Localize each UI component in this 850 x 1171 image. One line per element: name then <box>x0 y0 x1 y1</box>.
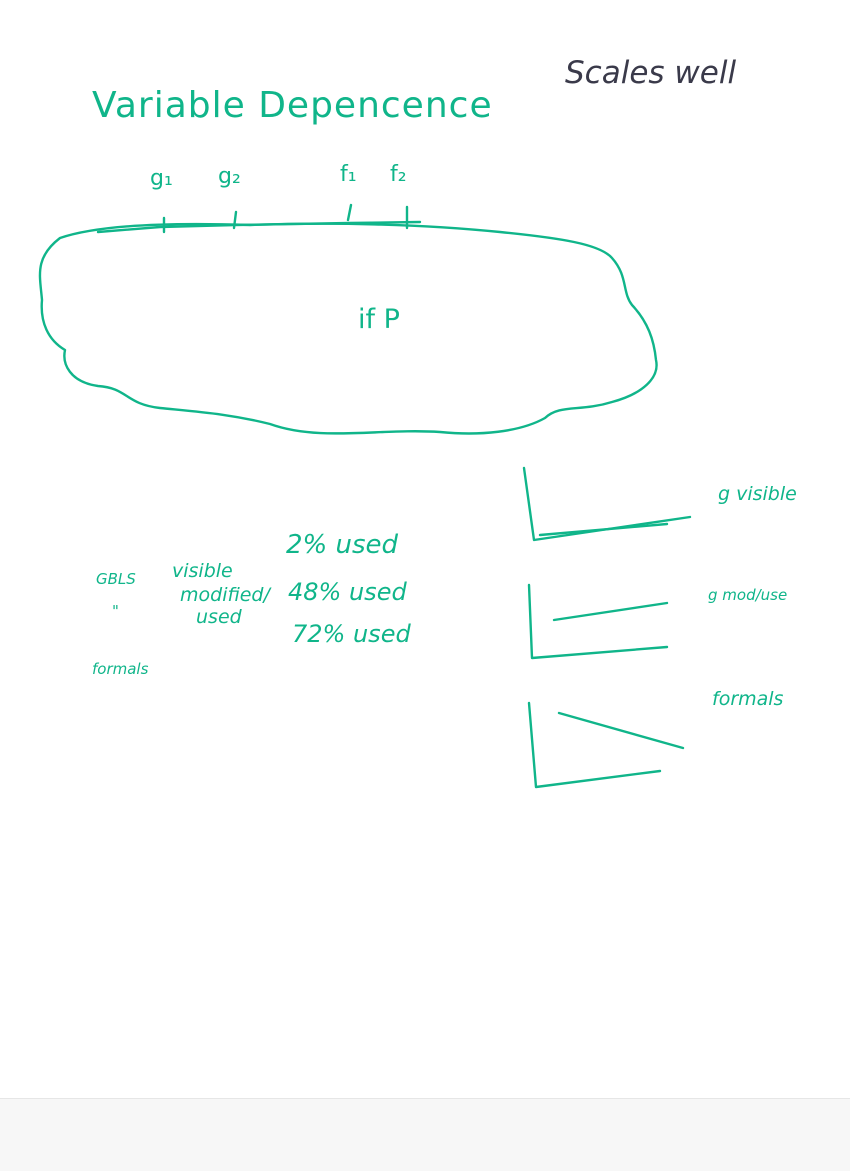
graph-label-g-mod-use: g mod/use <box>708 586 788 604</box>
graph-axes-2 <box>527 583 669 660</box>
graph-line-2 <box>552 601 669 622</box>
notebook-page <box>0 0 850 1098</box>
row-label-globals: GBLS <box>96 570 136 588</box>
code-region-blob <box>38 222 658 435</box>
param-label-g1: g₁ <box>150 166 173 191</box>
graph-label-g-visible: g visible <box>718 483 797 505</box>
graph-line-3 <box>557 711 685 750</box>
graph-line-1 <box>538 522 669 537</box>
page-title: Variable Depencence <box>92 85 493 126</box>
param-label-f1: f₁ <box>340 162 357 187</box>
col-label-modified: modified/ <box>180 584 270 606</box>
sketch-drawing <box>38 203 692 789</box>
graph-axes-1 <box>522 466 692 542</box>
param-label-f2: f₂ <box>390 162 407 187</box>
graph-label-formals: formals <box>712 688 784 710</box>
stat-visible-used: 2% used <box>286 530 399 560</box>
col-label-visible: visible <box>172 560 233 582</box>
condition-label: if P <box>358 304 400 335</box>
param-label-g2: g₂ <box>218 164 241 189</box>
col-label-used: used <box>196 606 242 628</box>
graph-axes-3 <box>527 701 662 789</box>
tick-f1 <box>346 203 353 222</box>
stat-modified-used: 48% used <box>288 578 407 606</box>
scan-margin <box>0 1098 850 1171</box>
row-label-ditto: " <box>112 602 119 620</box>
margin-note: Scales well <box>565 55 737 91</box>
row-label-formals: formals <box>92 660 149 678</box>
stat-formals-used: 72% used <box>292 620 411 648</box>
